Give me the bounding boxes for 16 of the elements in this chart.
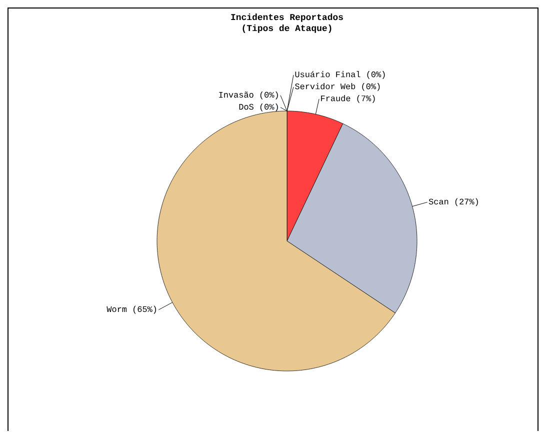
data-label: (27%) bbox=[455, 198, 478, 206]
slice-label: Fraude bbox=[321, 95, 350, 102]
category-label: Invasão bbox=[219, 92, 254, 98]
category-label: DoS bbox=[239, 104, 254, 110]
text: (0%) bbox=[362, 83, 380, 92]
category-label: Usuário Final bbox=[295, 71, 360, 78]
slice-label: Scan bbox=[428, 198, 448, 205]
text: (0%) bbox=[260, 104, 278, 112]
category-label: Servidor Web bbox=[295, 83, 356, 90]
text: (0%) bbox=[260, 92, 278, 100]
slice-label: Worm bbox=[106, 306, 127, 312]
data-label: (65%) bbox=[133, 306, 156, 314]
chart-title: Incidentes Reportados bbox=[231, 14, 343, 22]
text: (0%) bbox=[367, 71, 385, 80]
chart-subtitle: (Tipos de Ataque) bbox=[242, 24, 332, 34]
data-label: (7%) bbox=[357, 95, 375, 104]
